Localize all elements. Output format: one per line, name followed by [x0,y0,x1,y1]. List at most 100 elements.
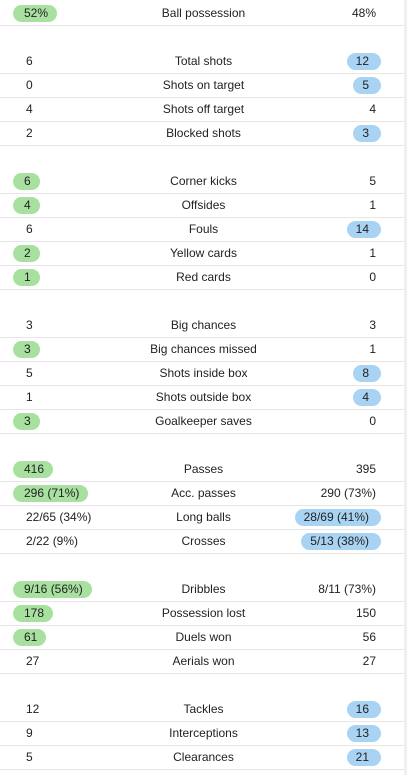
away-value: 14 [346,221,381,238]
away-value: 395 [355,462,376,476]
stat-row: Aerials won 27 27 [0,650,407,674]
away-value: 5 [369,174,376,188]
away-value: 3 [369,318,376,332]
stat-group: Passes 416 395 Acc. passes 296 (71%) 290 (73%… [0,458,407,554]
stat-label: Crosses [181,534,226,548]
stat-row: Long balls 22/65 (34%) 28/69 (41%) [0,506,407,530]
stat-row: Shots on target 0 5 [0,74,407,98]
stat-label: Total shots [174,54,233,68]
home-value: 12 [26,702,40,716]
home-value: 4 [13,197,40,214]
home-value: 6 [26,54,33,68]
stat-row: Offsides 4 1 [0,194,407,218]
away-value: 1 [369,246,376,260]
stat-group: Total shots 6 12 Shots on target 0 5 Shots off… [0,50,407,146]
home-value: 3 [13,341,40,358]
stat-group: Dribbles 9/16 (56%) 8/11 (73%) Possession l… [0,578,407,674]
home-value: 178 [13,605,54,622]
home-value: 6 [26,222,33,236]
stat-row: Shots outside box 1 4 [0,386,407,410]
stat-label: Fouls [188,222,219,236]
home-value: 61 [13,629,47,646]
stat-label: Goalkeeper saves [155,414,252,428]
stat-group: Tackles 12 16 Interceptions 9 13 Clearances 5 21 [0,698,407,770]
away-value: 16 [346,701,381,718]
home-value: 2 [26,126,33,140]
home-value: 9/16 (56%) [13,581,92,598]
away-value: 28/69 (41%) [294,509,381,526]
stat-label: Offsides [181,198,226,212]
away-value: 5 [353,77,381,94]
stat-label: Tackles [183,702,224,716]
away-value: 4 [369,102,376,116]
stat-label: Passes [183,462,224,476]
away-value: 1 [369,198,376,212]
away-value: 56 [362,630,376,644]
home-value: 2/22 (9%) [26,534,79,548]
away-value: 48% [351,6,376,20]
away-value: 290 (73%) [320,486,376,500]
home-value: 3 [13,413,40,430]
stat-label: Blocked shots [166,126,241,140]
stat-row: Shots inside box 5 8 [0,362,407,386]
home-value: 2 [13,245,40,262]
stat-group: Corner kicks 6 5 Offsides 4 1 Fouls 6 14 Yellow c… [0,170,407,290]
stat-label: Shots on target [162,78,245,92]
stat-row: Big chances 3 3 [0,314,407,338]
stat-label: Interceptions [169,726,238,740]
stat-row: Shots off target 4 4 [0,98,407,122]
away-value: 8 [353,365,381,382]
stat-label: Corner kicks [170,174,237,188]
away-value: 3 [353,125,381,142]
away-value: 12 [346,53,381,70]
stat-row: Crosses 2/22 (9%) 5/13 (38%) [0,530,407,554]
away-value: 5/13 (38%) [301,533,381,550]
stat-row: Goalkeeper saves 3 0 [0,410,407,434]
stat-label: Shots inside box [159,366,248,380]
stat-group: Ball possession 52% 48% [0,2,407,26]
stat-label: Clearances [173,750,234,764]
away-value: 0 [369,414,376,428]
home-value: 4 [26,102,33,116]
stat-label: Long balls [176,510,231,524]
stat-row: Ball possession 52% 48% [0,2,407,26]
stat-row: Red cards 1 0 [0,266,407,290]
stat-row: Clearances 5 21 [0,746,407,770]
stat-label: Big chances [170,318,237,332]
away-value: 21 [346,749,381,766]
stat-label: Dribbles [181,582,226,596]
home-value: 6 [13,173,40,190]
stat-row: Corner kicks 6 5 [0,170,407,194]
stat-row: Acc. passes 296 (71%) 290 (73%) [0,482,407,506]
away-value: 27 [362,654,376,668]
home-value: 9 [26,726,33,740]
stat-label: Acc. passes [171,486,236,500]
home-value: 296 (71%) [13,485,89,502]
stat-row: Fouls 6 14 [0,218,407,242]
stat-group: Big chances 3 3 Big chances missed 3 1 Shots i… [0,314,407,434]
scrollbar-track[interactable] [404,0,407,775]
away-value: 4 [353,389,381,406]
stat-row: Yellow cards 2 1 [0,242,407,266]
home-value: 5 [26,750,33,764]
stat-row: Duels won 61 56 [0,626,407,650]
home-value: 27 [26,654,40,668]
away-value: 13 [346,725,381,742]
stat-label: Red cards [176,270,231,284]
away-value: 0 [369,270,376,284]
stat-row: Blocked shots 2 3 [0,122,407,146]
stat-row: Tackles 12 16 [0,698,407,722]
away-value: 8/11 (73%) [318,582,376,596]
stat-label: Ball possession [161,6,246,20]
home-value: 52% [13,5,58,22]
home-value: 1 [13,269,40,286]
stat-row: Big chances missed 3 1 [0,338,407,362]
stat-label: Shots off target [162,102,245,116]
stat-row: Interceptions 9 13 [0,722,407,746]
stat-row: Total shots 6 12 [0,50,407,74]
stat-label: Big chances missed [150,342,257,356]
stat-row: Passes 416 395 [0,458,407,482]
stat-label: Duels won [175,630,232,644]
stat-label: Aerials won [172,654,235,668]
